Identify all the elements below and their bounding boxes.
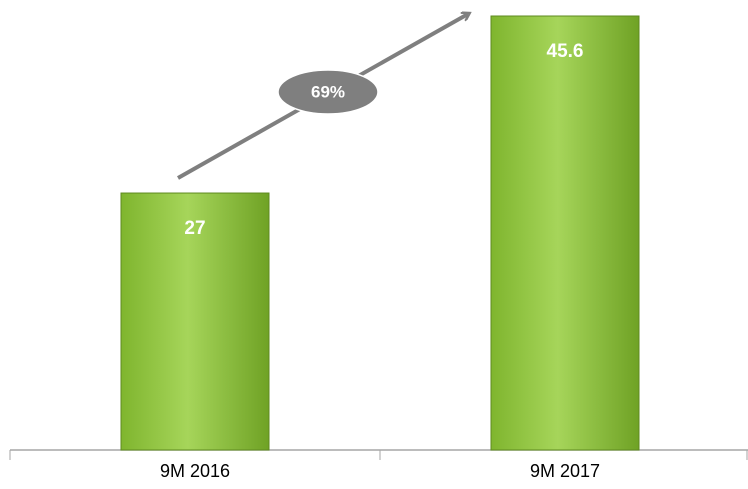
annotation: 69% — [311, 82, 345, 101]
data-label: 27 — [184, 218, 205, 239]
data-label: 45.6 — [547, 41, 584, 62]
x-tick-label: 9M 2017 — [530, 461, 600, 481]
bar — [490, 15, 640, 451]
x-tick-label: 9M 2016 — [160, 461, 230, 481]
bar — [120, 192, 270, 451]
annotation-bubble — [277, 69, 379, 115]
